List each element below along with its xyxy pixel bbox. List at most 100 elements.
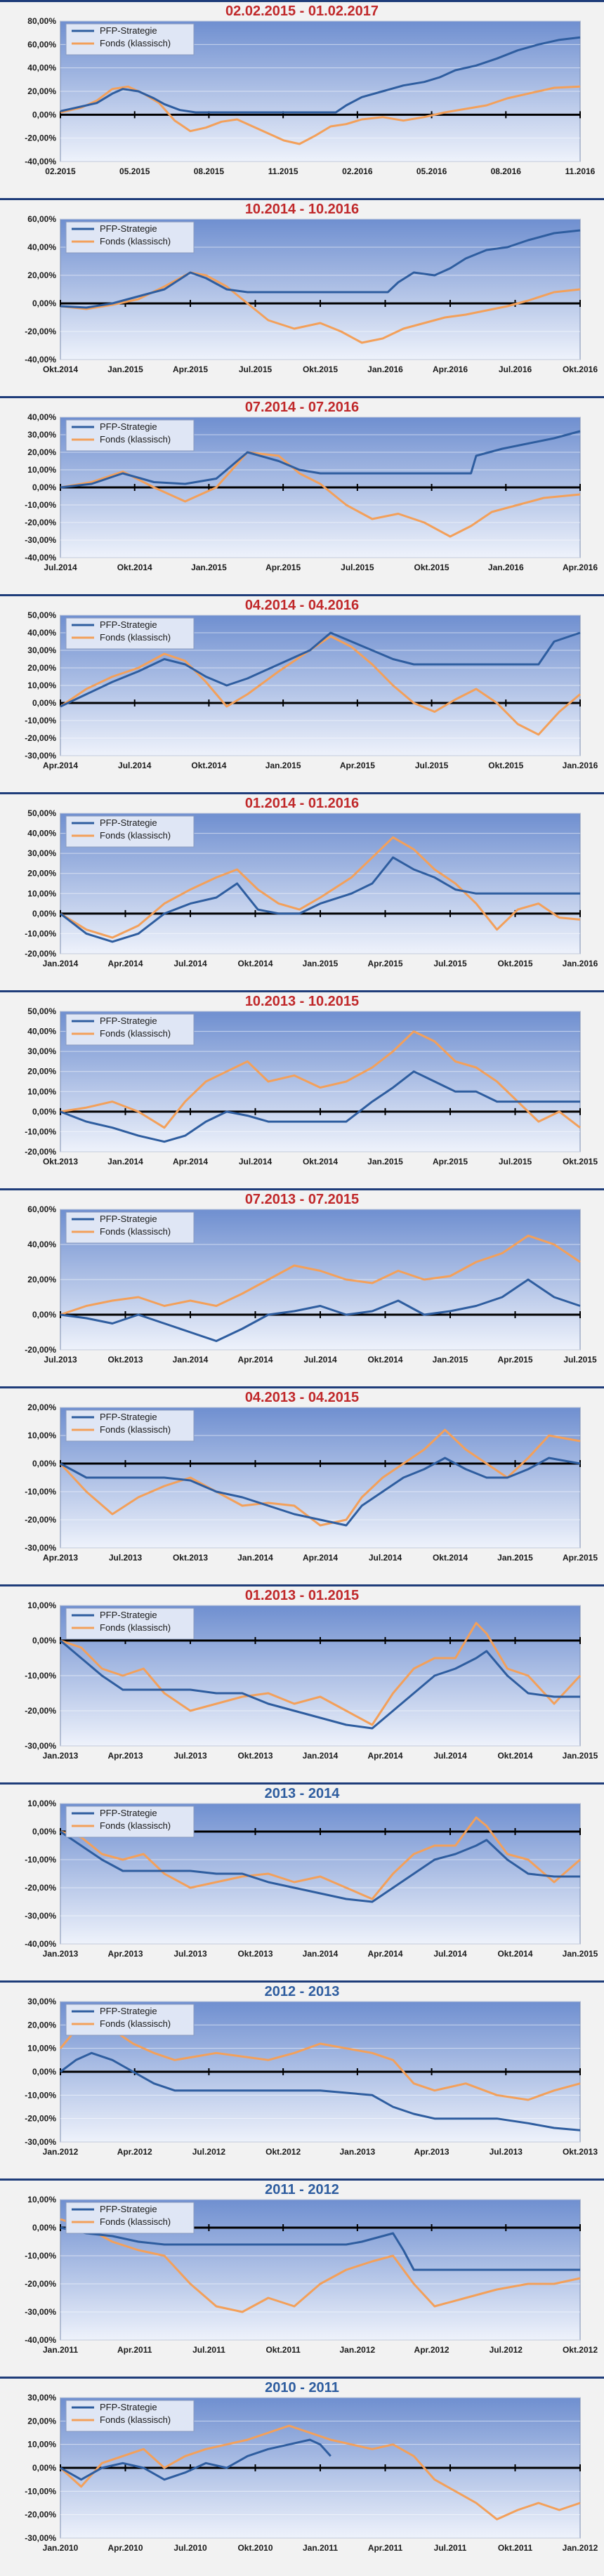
x-tick-label: Okt.2011 <box>265 2345 301 2355</box>
x-tick-label: Okt.2013 <box>237 1751 273 1761</box>
legend-label-strategy: PFP-Strategie <box>100 619 157 630</box>
x-tick-label: Okt.2015 <box>303 364 338 374</box>
x-tick-label: Okt.2014 <box>237 959 273 968</box>
x-tick-label: Jul.2014 <box>173 959 207 968</box>
series-line-strategy <box>60 856 580 943</box>
x-tick-label: Okt.2014 <box>43 364 78 374</box>
x-tick-label: Apr.2013 <box>107 1949 143 1959</box>
series-line-fund <box>60 1622 582 1726</box>
x-tick-label: Jan.2014 <box>43 959 79 968</box>
series-line-strategy <box>60 2226 580 2271</box>
legend-box <box>65 2400 195 2432</box>
legend-label-strategy: PFP-Strategie <box>100 1016 157 1026</box>
y-tick-label: 30,00% <box>27 430 56 440</box>
x-tick-label: Jan.2015 <box>191 563 227 572</box>
x-tick-label: Jan.2015 <box>433 1355 468 1365</box>
legend-label-fund: Fonds (klassisch) <box>100 434 171 445</box>
x-tick-label: Jul.2013 <box>490 2147 523 2157</box>
x-tick-label: Jan.2012 <box>339 2345 375 2355</box>
y-tick-label: 0,00% <box>32 698 56 708</box>
y-tick-label: -10,00% <box>25 928 56 938</box>
y-tick-label: 20,00% <box>27 1402 56 1412</box>
y-tick-label: -10,00% <box>25 2486 56 2496</box>
chart-title: 01.2013 - 01.2015 <box>245 1588 359 1603</box>
legend-label-fund: Fonds (klassisch) <box>100 38 171 48</box>
x-tick-label: Jul.2014 <box>239 1157 273 1167</box>
series-line-strategy <box>60 229 581 309</box>
y-tick-label: -20,00% <box>25 327 56 336</box>
chart-panel-10: 2013 - 2014 -40,00% -30,00% -20,00% -10,00% 0… <box>0 1782 604 1959</box>
x-tick-label: Apr.2011 <box>117 2345 152 2355</box>
panel-separator <box>0 0 604 2</box>
y-tick-label: 0,00% <box>32 1107 56 1117</box>
legend-label-strategy: PFP-Strategie <box>100 421 157 432</box>
y-tick-label: 0,00% <box>32 909 56 919</box>
x-tick-label: Jul.2015 <box>563 1355 597 1365</box>
panel-separator <box>0 2179 604 2181</box>
y-tick-label: 50,00% <box>27 808 56 818</box>
y-tick-label: 0,00% <box>32 2463 56 2473</box>
y-tick-label: -10,00% <box>25 500 56 510</box>
legend-label-fund: Fonds (klassisch) <box>100 2018 171 2029</box>
x-tick-label: Jan.2013 <box>43 1949 79 1959</box>
x-tick-label: Apr.2013 <box>43 1553 78 1563</box>
x-tick-label: Okt.2013 <box>237 1949 273 1959</box>
x-tick-label: Jan.2015 <box>367 1157 403 1167</box>
x-tick-label: Jul.2015 <box>415 761 449 770</box>
x-tick-label: Apr.2013 <box>107 1751 143 1761</box>
x-tick-label: Jan.2012 <box>43 2147 79 2157</box>
x-tick-label: Jan.2015 <box>563 1949 598 1959</box>
chart-title: 07.2014 - 07.2016 <box>245 400 359 415</box>
legend-label-strategy: PFP-Strategie <box>100 817 157 828</box>
y-tick-label: 60,00% <box>27 214 56 224</box>
y-tick-label: -30,00% <box>25 2137 56 2147</box>
chart-panel-3: 07.2014 - 07.2016 -40,00% -30,00% -20,00% -1… <box>0 396 604 572</box>
x-tick-label: Okt.2013 <box>107 1355 143 1365</box>
legend-label-fund: Fonds (klassisch) <box>100 1622 171 1633</box>
x-tick-label: Okt.2014 <box>497 1949 532 1959</box>
legend-label-strategy: PFP-Strategie <box>100 2204 157 2214</box>
y-tick-label: -40,00% <box>25 553 56 563</box>
legend-label-strategy: PFP-Strategie <box>100 1214 157 1224</box>
x-tick-label: Jul.2014 <box>433 1751 467 1761</box>
x-tick-label: Jan.2015 <box>497 1553 533 1563</box>
chart-panel-4: 04.2014 - 04.2016 -30,00% -20,00% -10,00% 0,… <box>0 594 604 770</box>
legend-label-strategy: PFP-Strategie <box>100 223 157 234</box>
y-tick-label: -30,00% <box>25 1543 56 1553</box>
y-tick-label: 10,00% <box>27 2044 56 2053</box>
x-tick-label: Jan.2011 <box>43 2345 78 2355</box>
x-tick-label: Jul.2014 <box>44 563 77 572</box>
x-tick-label: Jan.2015 <box>563 1751 598 1761</box>
x-tick-label: Jul.2013 <box>44 1355 77 1365</box>
y-tick-label: 10,00% <box>27 465 56 475</box>
x-tick-label: Okt.2011 <box>498 2543 533 2553</box>
y-tick-label: 60,00% <box>27 39 56 49</box>
chart-title: 2010 - 2011 <box>265 2380 339 2396</box>
y-tick-label: -20,00% <box>25 949 56 959</box>
x-tick-label: Jul.2015 <box>499 1157 532 1167</box>
y-tick-label: -30,00% <box>25 535 56 545</box>
y-tick-label: -20,00% <box>25 518 56 527</box>
series-line-strategy <box>60 1457 581 1527</box>
x-tick-label: Jul.2012 <box>490 2345 523 2355</box>
y-tick-label: -20,00% <box>25 1147 56 1157</box>
y-tick-label: 20,00% <box>27 2416 56 2426</box>
series-line-strategy <box>60 631 581 708</box>
y-tick-label: 40,00% <box>27 412 56 422</box>
x-tick-label: Apr.2015 <box>265 563 301 572</box>
x-tick-label: Apr.2014 <box>43 761 78 770</box>
legend-label-fund: Fonds (klassisch) <box>100 2216 171 2227</box>
legend-box <box>65 815 195 848</box>
legend-label-fund: Fonds (klassisch) <box>100 1028 171 1039</box>
x-tick-label: Okt.2013 <box>563 2147 598 2157</box>
y-tick-label: 10,00% <box>27 2195 56 2204</box>
y-tick-label: -20,00% <box>25 1883 56 1893</box>
panel-separator <box>0 1980 604 1983</box>
y-tick-label: -10,00% <box>25 1126 56 1136</box>
y-tick-label: -20,00% <box>25 2510 56 2520</box>
x-tick-label: Jul.2016 <box>499 364 532 374</box>
y-tick-label: 30,00% <box>27 1997 56 2006</box>
legend-box <box>65 419 195 452</box>
x-tick-label: Apr.2014 <box>367 1751 402 1761</box>
